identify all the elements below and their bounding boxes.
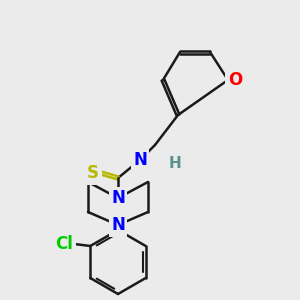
Text: O: O — [228, 71, 242, 89]
Text: N: N — [111, 189, 125, 207]
Text: H: H — [169, 155, 182, 170]
Text: N: N — [111, 216, 125, 234]
Text: N: N — [133, 151, 147, 169]
Text: S: S — [87, 164, 99, 182]
Text: Cl: Cl — [55, 235, 73, 253]
